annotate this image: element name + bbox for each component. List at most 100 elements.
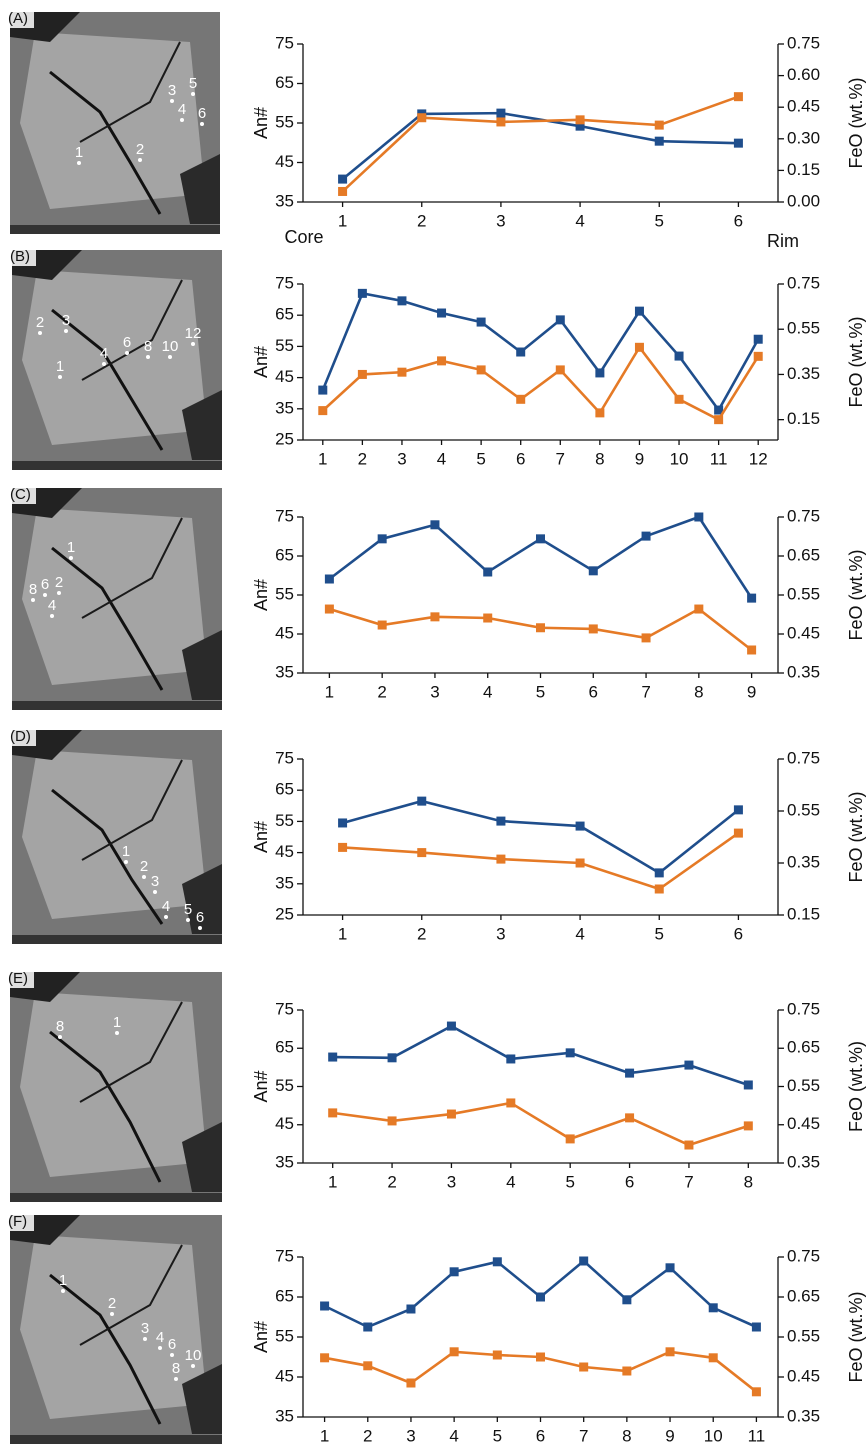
y-axis-title: An#	[251, 1321, 271, 1353]
x-tick-label: 3	[447, 1172, 456, 1191]
y-tick-label: 25	[275, 429, 294, 448]
crack	[51, 546, 164, 691]
sem-image	[10, 1215, 222, 1444]
x-tick-label: 1	[328, 1172, 337, 1191]
y2-tick-label: 0.75	[787, 506, 820, 525]
y2-axis-title: FeO (wt.%)	[846, 791, 866, 882]
crystal	[22, 270, 207, 445]
data-point	[417, 848, 427, 858]
image-info-bar	[12, 461, 222, 470]
y-tick-label: 25	[275, 904, 294, 923]
crack	[81, 517, 183, 619]
data-point	[449, 1267, 459, 1277]
x-tick-label: 4	[575, 924, 584, 943]
crack	[51, 788, 164, 925]
crack	[81, 279, 183, 381]
y2-tick-label: 0.65	[787, 1038, 820, 1057]
image-point-label: 6	[196, 909, 204, 926]
data-point	[476, 317, 486, 327]
data-point	[363, 1322, 373, 1332]
data-point	[579, 1362, 589, 1372]
y-tick-label: 75	[275, 273, 294, 292]
data-point	[654, 136, 664, 146]
image-point-label: 6	[123, 334, 131, 351]
crack	[49, 70, 162, 215]
data-point	[555, 365, 565, 375]
y2-tick-label: 0.45	[787, 623, 820, 642]
series-line	[342, 832, 740, 891]
data-point	[476, 365, 486, 375]
y-axis-title: An#	[251, 107, 271, 139]
x-tick-label: 4	[483, 682, 492, 701]
x-tick-label: 3	[430, 682, 439, 701]
analysis-point	[38, 331, 42, 335]
x-tick-label: 8	[694, 682, 703, 701]
y-axis-title: An#	[251, 579, 271, 611]
data-point	[625, 1113, 635, 1123]
data-point	[714, 415, 724, 425]
x-tick-label: 8	[744, 1172, 753, 1191]
y2-tick-label: 0.35	[787, 364, 820, 383]
data-point	[565, 1134, 575, 1144]
panel-label: (D)	[10, 728, 31, 745]
series-line	[341, 95, 739, 193]
x-tick-label: 11	[710, 449, 728, 468]
analysis-point	[50, 614, 54, 618]
image-point-label: 1	[56, 358, 64, 375]
data-point	[492, 1350, 502, 1360]
crack	[79, 1001, 183, 1103]
y2-axis-title: FeO (wt.%)	[846, 1291, 866, 1382]
x-tick-label: 3	[496, 924, 505, 943]
x-tick-label: 6	[734, 211, 743, 230]
x-tick-label: 6	[734, 924, 743, 943]
x-tick-label: 4	[506, 1172, 515, 1191]
x-tick-label: 10	[704, 1426, 723, 1444]
data-point	[575, 115, 585, 125]
y-axis-title: An#	[251, 346, 271, 378]
data-point	[437, 308, 447, 318]
panel-label: (C)	[10, 486, 31, 503]
analysis-point	[61, 1289, 65, 1293]
series-line	[321, 291, 760, 413]
x-tick-label: 6	[589, 682, 598, 701]
data-point	[397, 367, 407, 377]
y2-tick-label: 0.55	[787, 800, 820, 819]
x-tick-label: 5	[493, 1426, 502, 1444]
panel-label: (E)	[8, 970, 28, 987]
data-point	[751, 1322, 761, 1332]
image-point-label: 3	[62, 312, 70, 329]
y2-tick-label: 0.45	[787, 1114, 820, 1133]
analysis-point	[138, 158, 142, 162]
x-tick-label: 1	[338, 211, 347, 230]
data-point	[588, 566, 598, 576]
y-tick-label: 75	[275, 506, 294, 525]
y2-tick-label: 0.65	[787, 1286, 820, 1305]
data-point	[320, 1301, 330, 1311]
analysis-point	[146, 355, 150, 359]
data-point	[536, 534, 545, 544]
crystal	[20, 32, 205, 209]
y-tick-label: 65	[275, 1038, 294, 1057]
data-point	[595, 408, 605, 418]
dark-patch	[182, 864, 222, 934]
y-tick-label: 55	[275, 336, 294, 355]
y2-tick-label: 0.75	[787, 999, 820, 1018]
image-point-label: 4	[162, 898, 170, 915]
data-point	[417, 796, 427, 806]
analysis-point	[69, 556, 73, 560]
data-point	[753, 334, 763, 344]
image-point-label: 3	[141, 1320, 149, 1337]
data-point	[575, 121, 585, 131]
x-tick-label: 11	[748, 1426, 766, 1444]
x-tick-label: 7	[579, 1426, 588, 1444]
image-point-label: 2	[108, 1295, 116, 1312]
data-point	[357, 369, 367, 379]
image-info-bar	[10, 225, 220, 234]
y-tick-label: 45	[275, 367, 294, 386]
y2-tick-label: 0.75	[787, 748, 820, 767]
data-point	[708, 1353, 718, 1363]
dark-patch	[182, 630, 222, 700]
data-point	[320, 1353, 330, 1363]
image-info-bar	[12, 935, 222, 944]
data-point	[338, 818, 348, 828]
